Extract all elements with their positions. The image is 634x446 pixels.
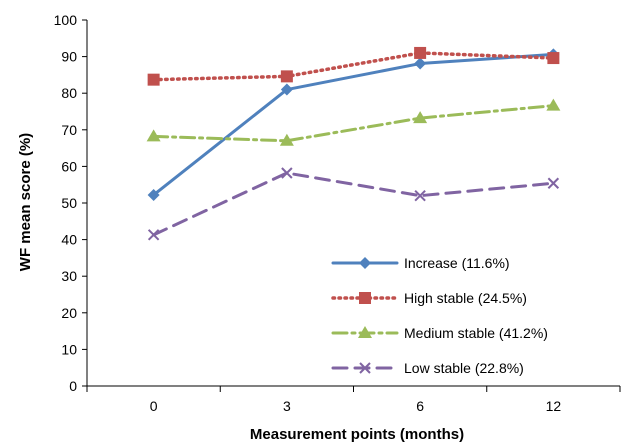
legend: Increase (11.6%) High stable (24.5%) Mediu… bbox=[331, 255, 548, 376]
data-point bbox=[147, 229, 160, 241]
legend-label: Increase (11.6%) bbox=[404, 255, 510, 271]
data-point bbox=[414, 46, 427, 59]
x-tick-label: 3 bbox=[283, 398, 291, 414]
series-line bbox=[152, 104, 555, 143]
legend-item: Increase (11.6%) bbox=[331, 255, 510, 271]
y-axis-ticks: 0 10 20 30 40 50 60 70 80 90 100 bbox=[54, 12, 87, 394]
y-tick-label: 40 bbox=[61, 232, 77, 248]
series-3 bbox=[147, 167, 560, 241]
data-point bbox=[280, 70, 293, 83]
legend-swatch-marker bbox=[359, 257, 371, 269]
y-tick-label: 20 bbox=[61, 305, 77, 321]
legend-item: High stable (24.5%) bbox=[331, 290, 527, 306]
legend-swatch-marker bbox=[359, 292, 371, 304]
y-tick-label: 90 bbox=[61, 49, 77, 65]
data-point bbox=[147, 73, 160, 86]
x-axis-ticks: 0 3 6 12 bbox=[86, 386, 621, 414]
data-point bbox=[281, 167, 293, 179]
y-tick-label: 50 bbox=[61, 195, 77, 211]
y-tick-label: 80 bbox=[61, 85, 77, 101]
series-0 bbox=[147, 48, 560, 201]
x-marker-stroke bbox=[281, 167, 293, 179]
data-point bbox=[147, 188, 160, 201]
data-point bbox=[146, 129, 161, 142]
legend-swatch-marker bbox=[359, 362, 371, 374]
legend-label: High stable (24.5%) bbox=[404, 290, 527, 306]
data-point bbox=[280, 83, 293, 96]
data-point bbox=[279, 133, 294, 146]
data-point bbox=[414, 57, 427, 70]
x-tick-label: 6 bbox=[416, 398, 424, 414]
series-1 bbox=[147, 46, 560, 86]
x-marker-stroke bbox=[359, 362, 371, 374]
y-tick-label: 30 bbox=[61, 268, 77, 284]
data-point bbox=[546, 98, 561, 111]
y-tick-label: 0 bbox=[69, 378, 77, 394]
x-marker-stroke bbox=[147, 229, 160, 241]
series-line bbox=[151, 51, 556, 82]
data-point bbox=[547, 177, 560, 189]
data-point bbox=[547, 52, 560, 65]
data-point bbox=[413, 111, 428, 124]
data-point bbox=[414, 189, 426, 202]
x-tick-label: 12 bbox=[546, 398, 562, 414]
legend-label: Low stable (22.8%) bbox=[404, 360, 524, 376]
series-line bbox=[152, 52, 555, 197]
legend-label: Medium stable (41.2%) bbox=[404, 325, 548, 341]
y-tick-label: 100 bbox=[54, 12, 78, 28]
legend-item: Medium stable (41.2%) bbox=[331, 325, 548, 341]
series-layer bbox=[146, 46, 561, 241]
series-2 bbox=[146, 98, 561, 146]
x-marker-stroke bbox=[414, 189, 426, 202]
y-axis-title: WF mean score (%) bbox=[17, 133, 34, 271]
x-axis-title: Measurement points (months) bbox=[250, 426, 464, 443]
y-tick-label: 70 bbox=[61, 122, 77, 138]
series-line bbox=[152, 171, 555, 237]
legend-item: Low stable (22.8%) bbox=[331, 360, 524, 376]
y-tick-label: 60 bbox=[61, 158, 77, 174]
y-tick-label: 10 bbox=[61, 341, 77, 357]
x-tick-label: 0 bbox=[150, 398, 158, 414]
legend-swatch-marker bbox=[358, 326, 372, 338]
x-marker-stroke bbox=[547, 177, 560, 189]
